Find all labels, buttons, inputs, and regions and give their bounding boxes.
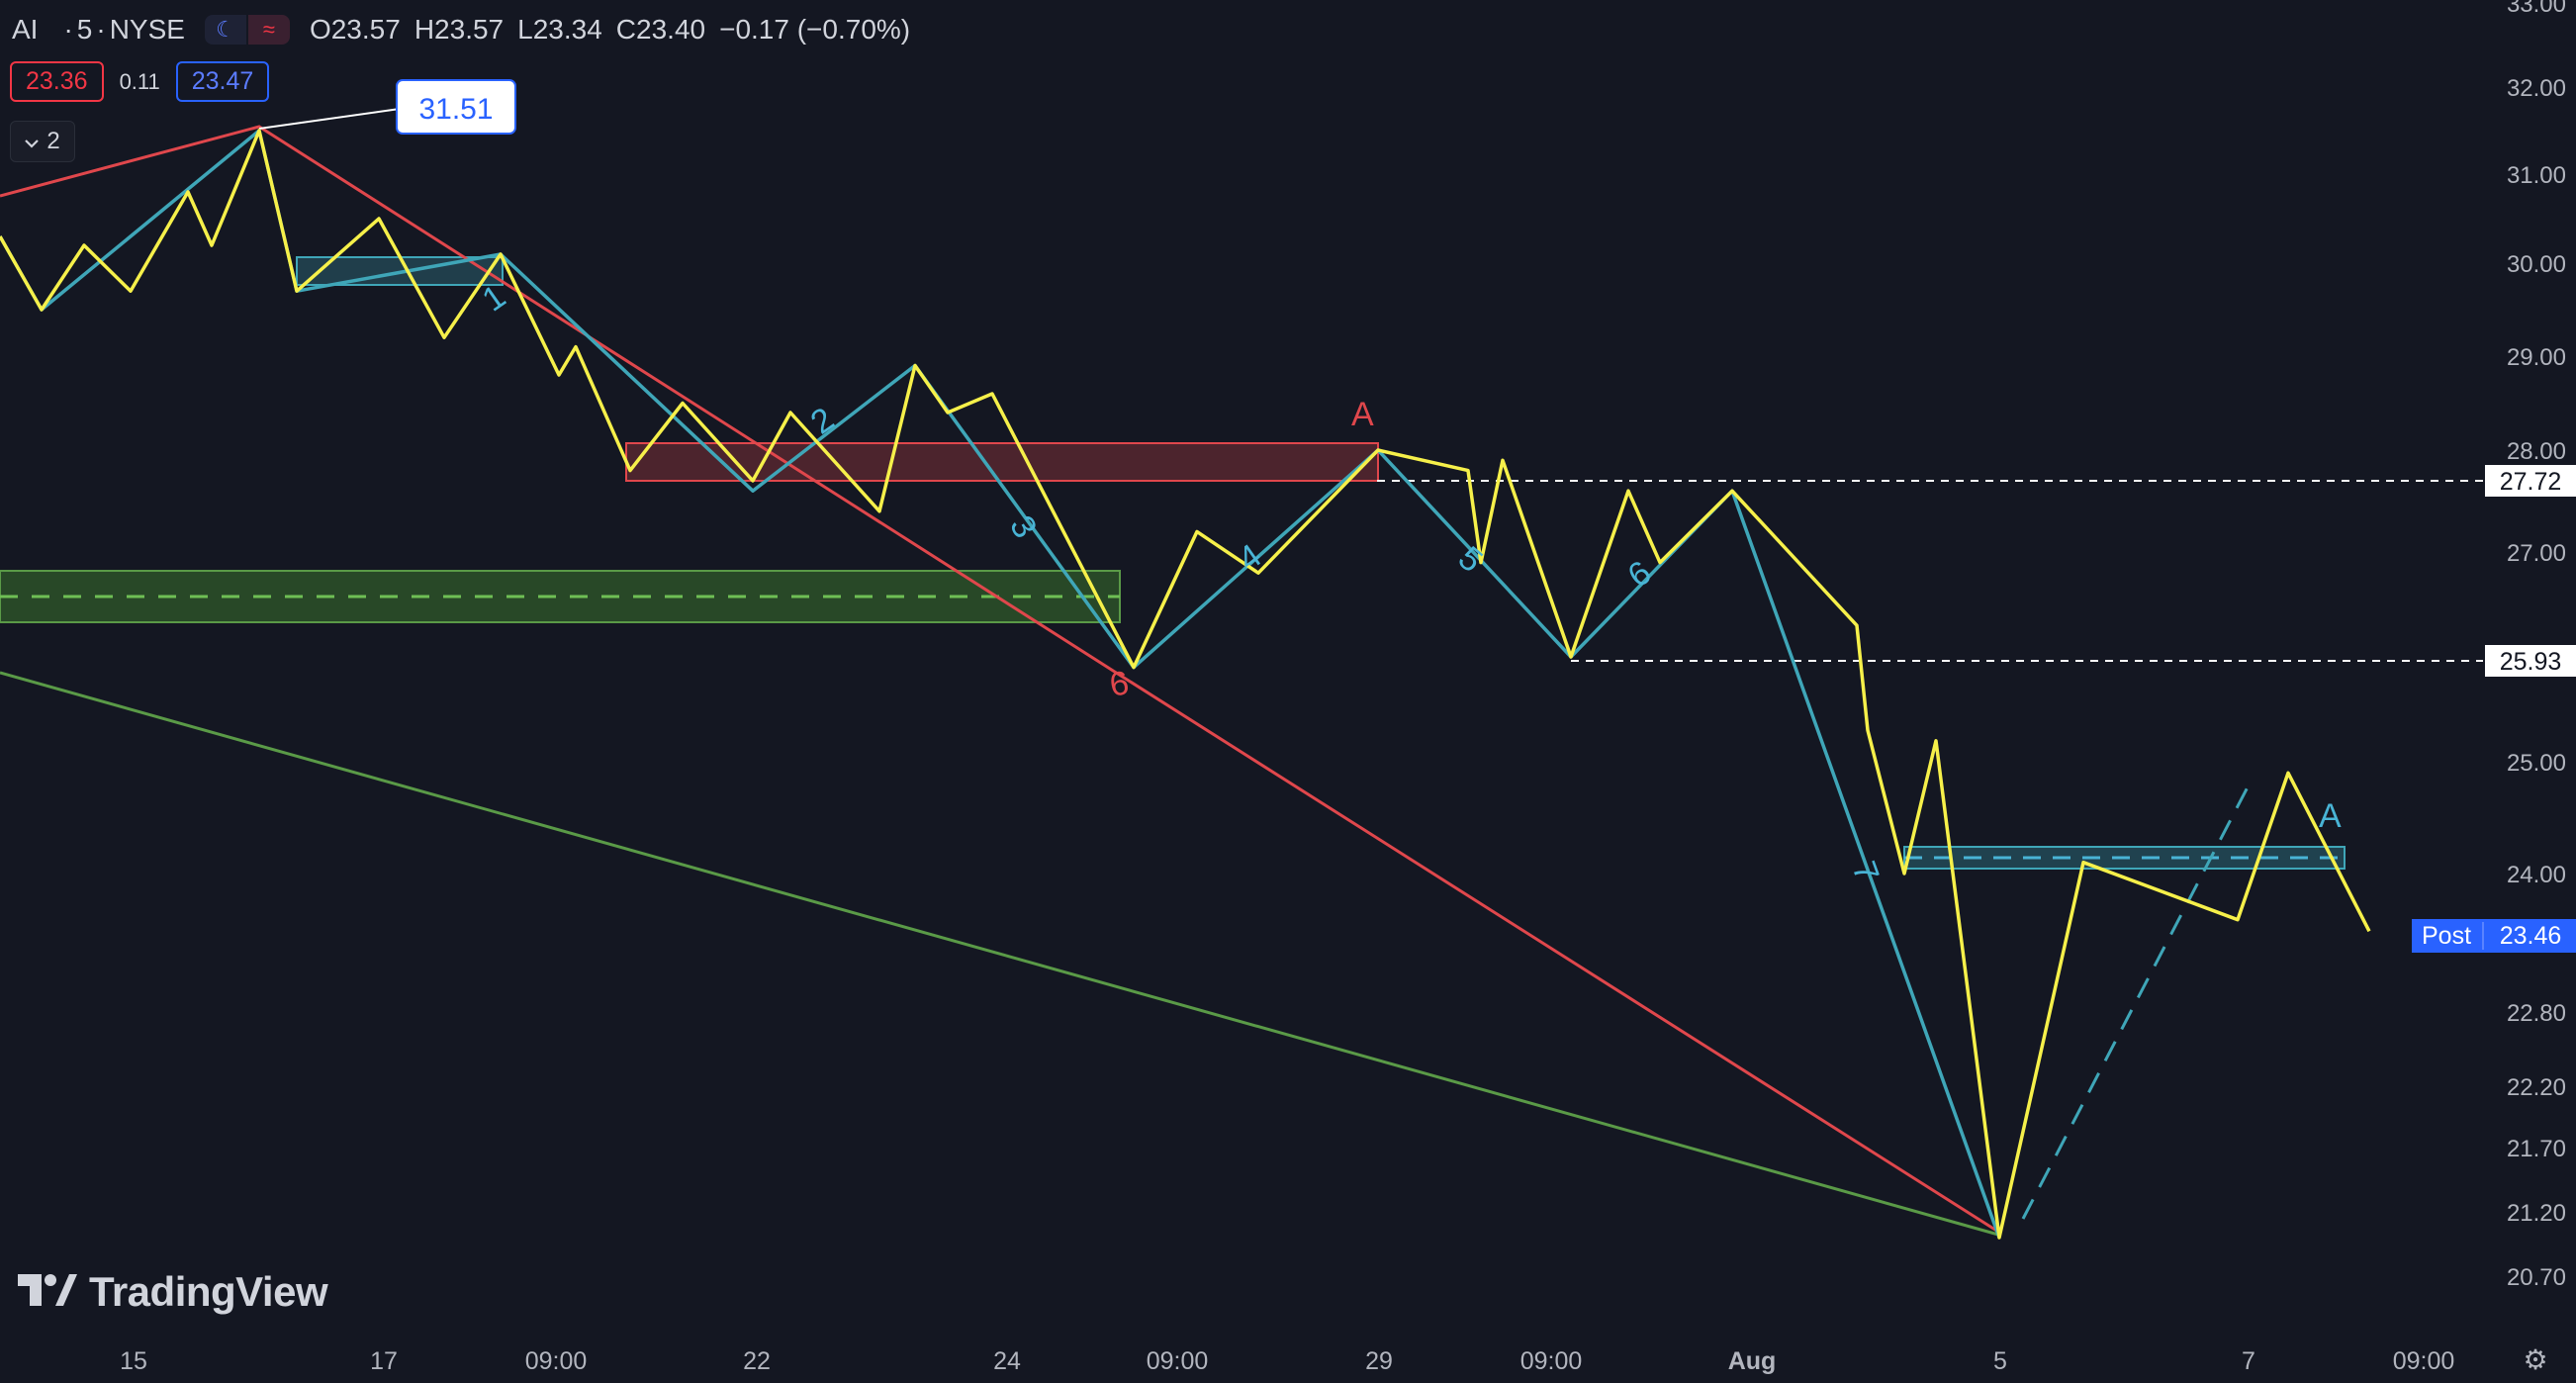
level-lines	[1377, 480, 2483, 662]
current-price-tag-value: 23.46	[2500, 922, 2562, 950]
peak-callout[interactable]: 31.51	[396, 79, 516, 135]
tradingview-logo-text: TradingView	[89, 1268, 328, 1315]
x-tick-label: Aug	[1728, 1347, 1777, 1375]
exchange: NYSE	[109, 14, 185, 45]
green-trend-line	[0, 671, 1999, 1237]
tradingview-logo[interactable]: TradingView	[18, 1268, 328, 1316]
red-trend-line	[0, 125, 1999, 1234]
moon-icon[interactable]: ☾	[204, 15, 246, 45]
level-tag-27-72: 27.72	[2500, 468, 2562, 496]
x-tick-label: 09:00	[525, 1347, 588, 1375]
x-tick-label: 15	[120, 1347, 147, 1375]
level-axis-labels: 27.72 25.93 Post 23.46	[2412, 465, 2576, 953]
peak-callout-text: 31.51	[418, 93, 493, 126]
current-price-tag-bg	[2412, 919, 2576, 953]
y-tick-label: 32.00	[2507, 75, 2566, 102]
ask-button[interactable]: 23.47	[175, 61, 270, 102]
y-tick-label: 21.70	[2507, 1136, 2566, 1162]
y-tick-label: 30.00	[2507, 251, 2566, 278]
series-layer	[0, 129, 2371, 1240]
x-tick-label: 09:00	[1520, 1347, 1583, 1375]
ohlc-change: −0.17 (−0.70%)	[719, 14, 911, 45]
x-tick-label: 29	[1365, 1347, 1393, 1375]
y-tick-label: 22.20	[2507, 1074, 2566, 1101]
current-price-tag-label: Post	[2422, 922, 2471, 950]
x-tick-label: 22	[743, 1347, 771, 1375]
price-series-line	[0, 129, 2371, 1240]
y-tick-label: 20.70	[2507, 1264, 2566, 1291]
ohlc-close: C23.40	[615, 14, 706, 45]
cyan-projection-line	[2021, 781, 2253, 1220]
red-zone	[625, 442, 1379, 482]
peak-callout-box	[396, 79, 516, 135]
ohlc-open: O23.57	[309, 14, 401, 45]
x-tick-label: 5	[1993, 1347, 2007, 1375]
chevron-down-icon	[25, 128, 40, 155]
level-tag-27-72-bg	[2485, 465, 2576, 497]
bid-button[interactable]: 23.36	[10, 61, 104, 102]
y-tick-label: 22.80	[2507, 1000, 2566, 1027]
symbol-name[interactable]: AI	[12, 14, 39, 45]
x-tick-label: 09:00	[1147, 1347, 1209, 1375]
wave-label-a-cyan: A	[2319, 797, 2342, 835]
y-tick-label: 24.00	[2507, 862, 2566, 888]
y-axis[interactable]: 33.00 32.00 31.00 30.00 29.00 28.00 27.00 25.00…	[2507, 0, 2566, 1291]
y-tick-label: 25.00	[2507, 750, 2566, 777]
interval[interactable]: 5	[76, 14, 93, 45]
wave-icon[interactable]: ≈	[247, 15, 290, 45]
wave-series-line	[0, 129, 2001, 1239]
x-axis[interactable]: 15 17 09:00 22 24 09:00 29 09:00 Aug 5 7 09:00	[120, 1347, 2454, 1375]
x-tick-label: 17	[370, 1347, 398, 1375]
symbol-header: AI · 5 · NYSE ☾ ≈ O23.57 H23.57 L23.34 C…	[12, 10, 910, 49]
quote-row: 23.36 0.11 23.47	[10, 61, 270, 102]
x-tick-label: 24	[993, 1347, 1021, 1375]
indicators-count: 2	[46, 128, 60, 154]
wave-label-a-red: A	[1351, 396, 1374, 433]
indicators-toggle-button[interactable]: 2	[10, 121, 75, 162]
y-tick-label: 31.00	[2507, 162, 2566, 189]
y-tick-label: 33.00	[2507, 0, 2566, 18]
ohlc-low: L23.34	[517, 14, 602, 45]
spread-value: 0.11	[119, 68, 160, 94]
separator-dot: ·	[96, 14, 106, 45]
gear-icon[interactable]: ⚙	[2523, 1344, 2548, 1375]
level-tag-25-93: 25.93	[2500, 648, 2562, 676]
ohlc-high: H23.57	[414, 14, 505, 45]
trend-lines	[0, 108, 2253, 1237]
x-tick-label: 09:00	[2393, 1347, 2455, 1375]
level-tag-25-93-bg	[2485, 645, 2576, 677]
separator-dot: ·	[63, 14, 73, 45]
y-tick-label: 28.00	[2507, 438, 2566, 465]
callout-leader	[258, 108, 401, 130]
tradingview-logo-icon	[18, 1268, 77, 1316]
x-tick-label: 7	[2242, 1347, 2255, 1375]
ohlc-values: O23.57 H23.57 L23.34 C23.40 −0.17 (−0.70…	[310, 14, 910, 46]
y-tick-label: 27.00	[2507, 540, 2566, 567]
y-tick-label: 29.00	[2507, 344, 2566, 371]
y-tick-label: 21.20	[2507, 1200, 2566, 1227]
